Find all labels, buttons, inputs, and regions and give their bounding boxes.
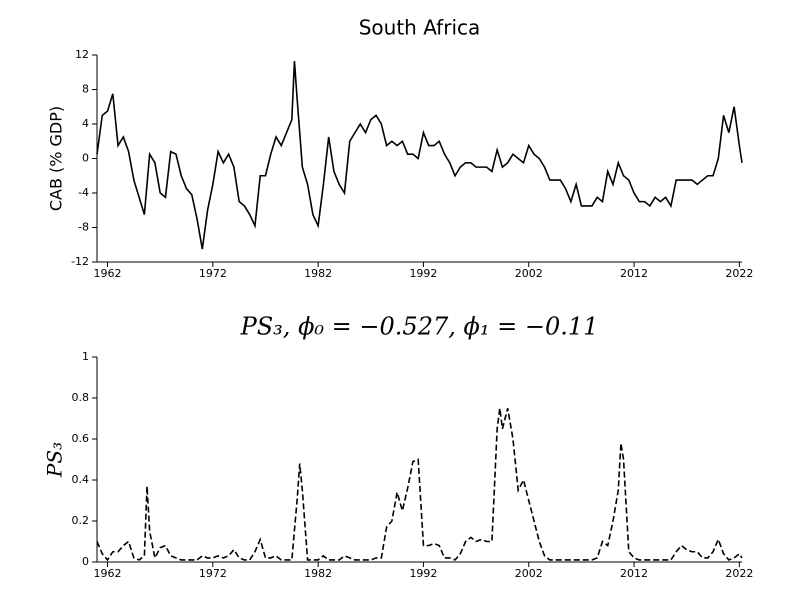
x-tick-label: 1982 [304, 267, 332, 280]
y-tick-label: 1 [82, 350, 89, 363]
y-axis-label: CAB (% GDP) [47, 106, 66, 211]
chart-title: PS₃, ϕ₀ = −0.527, ϕ₁ = −0.11 [240, 313, 599, 341]
y-tick-label: -8 [78, 221, 89, 234]
x-tick-label: 2012 [620, 267, 648, 280]
y-tick-label: 0.6 [72, 432, 90, 445]
y-tick-label: 0 [82, 555, 89, 568]
y-tick-label: -4 [78, 186, 89, 199]
y-tick-label: 12 [75, 48, 89, 61]
y-tick-label: 8 [82, 83, 89, 96]
y-tick-label: 0.2 [72, 514, 90, 527]
x-tick-label: 2002 [515, 267, 543, 280]
x-tick-label: 1982 [304, 567, 332, 580]
x-tick-label: 2022 [725, 267, 753, 280]
x-tick-label: 1992 [409, 567, 437, 580]
y-tick-label: 4 [82, 117, 89, 130]
x-tick-label: 1972 [199, 267, 227, 280]
x-tick-label: 1962 [94, 267, 122, 280]
y-axis-label: PS₃ [43, 442, 67, 478]
chart-title: South Africa [359, 16, 481, 40]
x-tick-label: 2022 [725, 567, 753, 580]
y-tick-label: 0.8 [72, 391, 90, 404]
data-line [96, 60, 743, 250]
data-line [96, 408, 743, 562]
x-tick-label: 2002 [515, 567, 543, 580]
x-tick-label: 1972 [199, 567, 227, 580]
y-tick-label: 0.4 [72, 473, 90, 486]
y-tick-label: -12 [71, 255, 89, 268]
x-tick-label: 2012 [620, 567, 648, 580]
y-tick-label: 0 [82, 152, 89, 165]
x-tick-label: 1962 [94, 567, 122, 580]
x-tick-label: 1992 [409, 267, 437, 280]
